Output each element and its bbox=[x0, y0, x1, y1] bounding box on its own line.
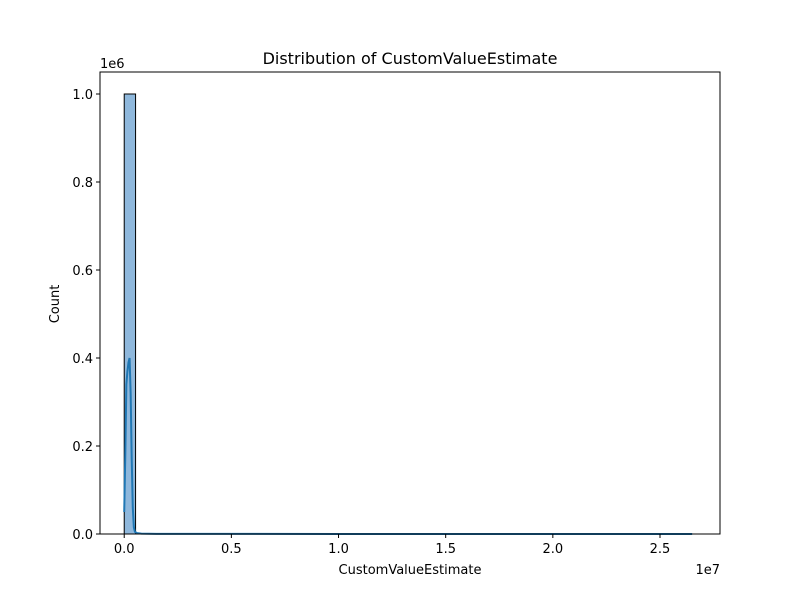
x-tick-label: 0.5 bbox=[221, 542, 242, 557]
plot-frame bbox=[99, 71, 721, 535]
y-tick-label: 0.8 bbox=[72, 176, 93, 191]
chart-title: Distribution of CustomValueEstimate bbox=[263, 49, 558, 68]
x-tick-label: 2.5 bbox=[650, 542, 671, 557]
y-axis-label: Count bbox=[48, 285, 63, 324]
x-axis-ticks: 0.0 0.5 1.0 1.5 2.0 2.5 bbox=[114, 534, 670, 557]
y-tick-label: 0.6 bbox=[72, 264, 93, 279]
x-tick-label: 2.0 bbox=[542, 542, 563, 557]
x-axis-label: CustomValueEstimate bbox=[339, 563, 482, 578]
y-tick-label: 0.4 bbox=[72, 352, 93, 367]
y-tick-label: 0.2 bbox=[72, 440, 93, 455]
y-tick-label: 0.0 bbox=[72, 528, 93, 543]
x-tick-label: 1.5 bbox=[435, 542, 456, 557]
kde-line bbox=[123, 357, 693, 535]
x-axis-offset-label: 1e7 bbox=[695, 563, 720, 578]
y-tick-label: 1.0 bbox=[72, 88, 93, 103]
y-axis-ticks: 0.0 0.2 0.4 0.6 0.8 1.0 bbox=[72, 88, 100, 543]
y-axis-offset-label: 1e6 bbox=[100, 57, 125, 72]
x-tick-label: 1.0 bbox=[328, 542, 349, 557]
x-tick-label: 0.0 bbox=[114, 542, 135, 557]
